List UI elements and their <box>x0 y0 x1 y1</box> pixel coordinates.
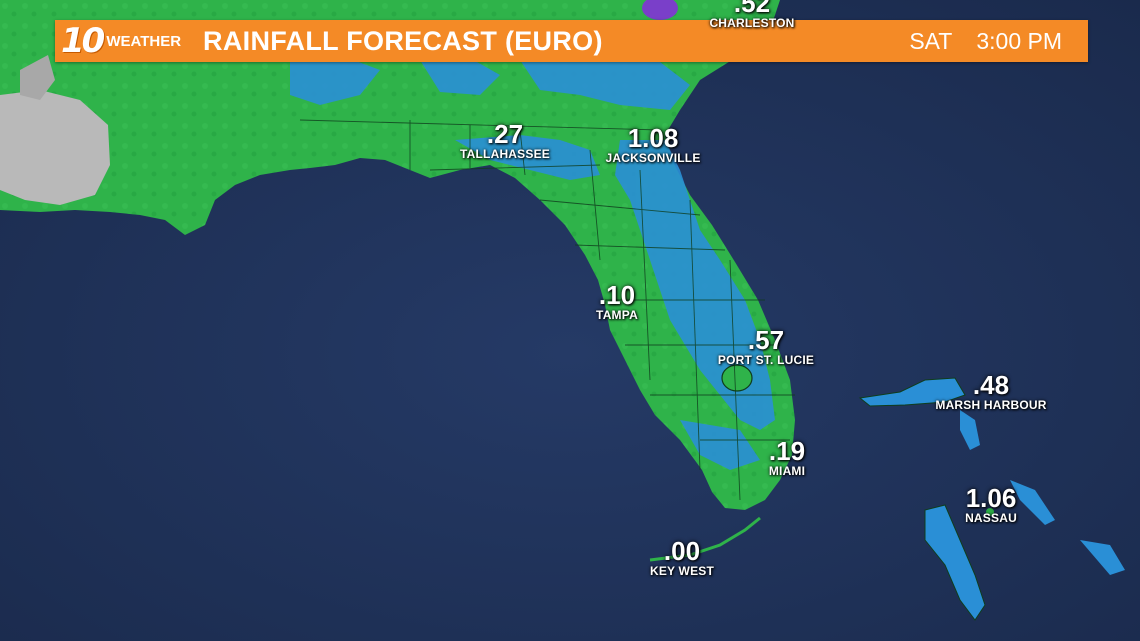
rain-value: .48 <box>972 370 1010 400</box>
city-name: TALLAHASSEE <box>460 147 550 161</box>
station-logo: 10 WEATHER <box>55 20 181 62</box>
lake-okeechobee <box>721 364 753 392</box>
moderate-rain-areas <box>290 55 775 470</box>
no-data-area <box>0 90 110 205</box>
city-label-tampa: .10 TAMPA <box>596 282 638 322</box>
city-name: TAMPA <box>596 308 638 322</box>
city-label-miami: .19 MIAMI <box>769 438 805 478</box>
city-name: PORT ST. LUCIE <box>717 353 815 367</box>
page-title: RAINFALL FORECAST (EURO) <box>203 25 603 56</box>
city-label-nassau: 1.06 NASSAU <box>965 485 1017 525</box>
city-name: MARSH HARBOUR <box>935 398 1047 412</box>
forecast-time: SAT 3:00 PM <box>909 28 1062 55</box>
city-name: NASSAU <box>965 511 1017 525</box>
header-bar: 10 WEATHER RAINFALL FORECAST (EURO) SAT … <box>55 20 1088 62</box>
county-borders <box>299 119 795 501</box>
city-label-marsh-harbour: .48 MARSH HARBOUR <box>935 372 1046 412</box>
florida-keys <box>649 516 761 562</box>
rain-value: .10 <box>598 280 636 310</box>
city-label-jacksonville: 1.08 JACKSONVILLE <box>605 125 700 165</box>
city-label-port-st-lucie: .57 PORT ST. LUCIE <box>718 327 814 367</box>
forecast-day: SAT <box>909 27 953 54</box>
city-label-tallahassee: .27 TALLAHASSEE <box>460 121 550 161</box>
forecast-clock: 3:00 PM <box>976 27 1062 54</box>
city-name: JACKSONVILLE <box>605 151 701 165</box>
bahamas-islands <box>858 377 1125 621</box>
city-name: MIAMI <box>768 464 806 478</box>
rain-value: .00 <box>663 536 701 566</box>
rain-value: 1.08 <box>627 123 679 153</box>
city-name: CHARLESTON <box>709 16 795 30</box>
rain-value: .19 <box>768 436 806 466</box>
rain-value: .27 <box>486 119 524 149</box>
rain-value: .52 <box>733 0 771 18</box>
heavy-rain-area <box>642 0 678 20</box>
rain-value: 1.06 <box>965 483 1017 513</box>
logo-number: 10 <box>61 21 105 61</box>
city-name: KEY WEST <box>649 564 715 578</box>
rain-value: .57 <box>747 325 785 355</box>
city-label-key-west: .00 KEY WEST <box>650 538 714 578</box>
city-label-charleston: .52 CHARLESTON <box>709 0 794 30</box>
logo-word: WEATHER <box>106 32 182 50</box>
